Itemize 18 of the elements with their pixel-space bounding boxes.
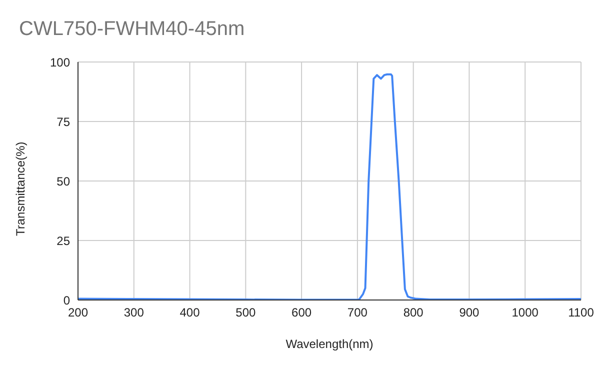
x-tick-label: 1000 <box>512 306 539 320</box>
y-tick-label: 50 <box>56 174 70 188</box>
x-tick-label: 700 <box>347 306 368 320</box>
y-tick-label: 100 <box>50 55 70 70</box>
y-axis-title: Transmittance(%) <box>13 142 28 236</box>
x-tick-label: 1100 <box>568 306 594 320</box>
chart-title: CWL750-FWHM40-45nm <box>19 18 245 41</box>
x-tick-label: 600 <box>292 306 312 320</box>
x-tick-label: 900 <box>459 306 480 320</box>
x-tick-label: 500 <box>236 306 256 320</box>
x-tick-label: 300 <box>124 306 144 320</box>
y-tick-label: 75 <box>56 114 70 129</box>
x-tick-label: 400 <box>180 306 200 320</box>
x-tick-label: 800 <box>403 306 424 320</box>
x-tick-label: 200 <box>68 306 88 320</box>
y-tick-label: 0 <box>63 293 70 308</box>
x-axis-title: Wavelength(nm) <box>286 337 374 351</box>
y-tick-label: 25 <box>56 234 70 248</box>
